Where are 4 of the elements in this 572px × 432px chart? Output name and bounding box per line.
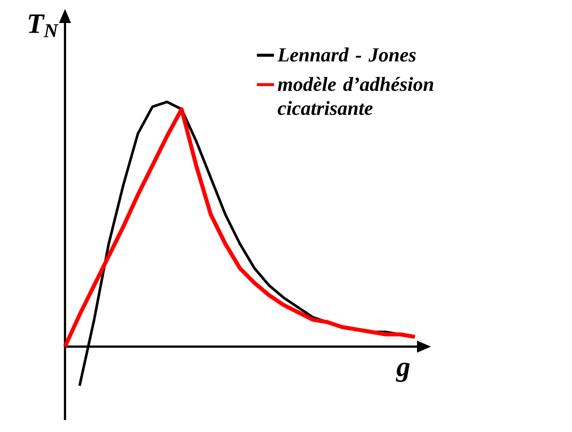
- legend-label: Lennard - Jones: [277, 48, 416, 62]
- y-axis-title: T$_{N}$: [28, 14, 59, 38]
- legend-label: modèle d’adhésion cicatrisante: [278, 76, 434, 116]
- x-axis-title: g: [396, 362, 410, 382]
